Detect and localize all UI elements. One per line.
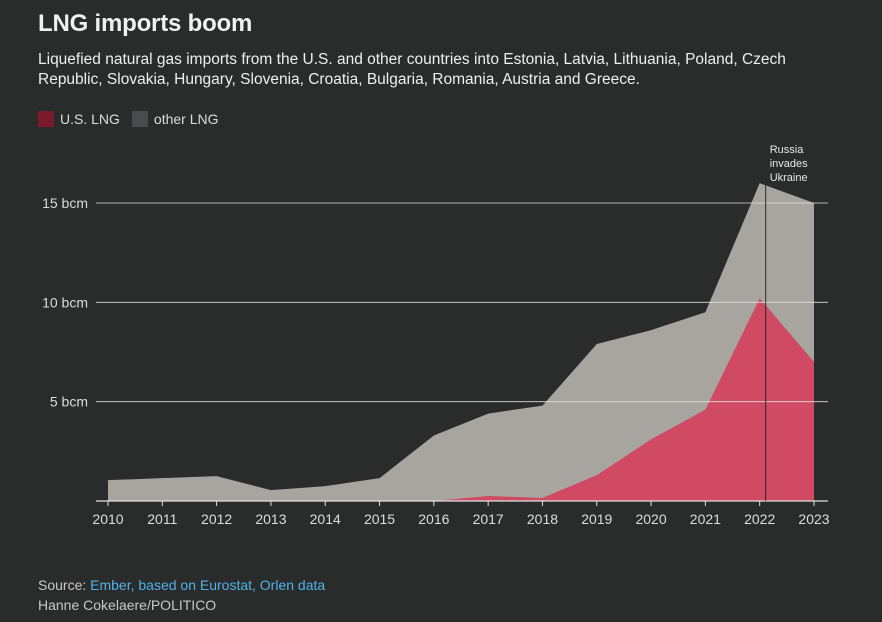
x-tick-label: 2013	[255, 511, 286, 527]
area-us-lng	[108, 298, 814, 501]
y-tick-label: 5 bcm	[50, 394, 88, 410]
legend-item-us-lng: U.S. LNG	[38, 111, 120, 127]
x-tick-label: 2012	[201, 511, 232, 527]
x-tick-label: 2016	[418, 511, 449, 527]
x-tick-label: 2020	[635, 511, 666, 527]
chart-subtitle: Liquefied natural gas imports from the U…	[38, 51, 786, 88]
x-tick-label: 2014	[310, 511, 341, 527]
x-tick-label: 2010	[92, 511, 123, 527]
x-tick-label: 2023	[798, 511, 829, 527]
area-other-lng	[108, 183, 814, 501]
legend-item-other-lng: other LNG	[131, 111, 219, 127]
x-tick-label: 2018	[527, 511, 558, 527]
x-tick-label: 2015	[364, 511, 395, 527]
credit-line: Hanne Cokelaere/POLITICO	[38, 597, 217, 613]
annotation-text: Ukraine	[770, 172, 808, 184]
legend: U.S. LNG other LNG	[38, 111, 231, 127]
footer: Source: Ember, based on Eurostat, Orlen …	[38, 575, 325, 615]
legend-swatch-other-lng	[131, 111, 148, 127]
legend-swatch-us-lng	[38, 111, 54, 127]
x-tick-label: 2019	[581, 511, 612, 527]
annotation-text: Russia	[770, 144, 805, 156]
chart-title: LNG imports boom	[38, 10, 253, 37]
legend-label-other-lng: other LNG	[153, 111, 219, 127]
x-tick-label: 2022	[744, 511, 775, 527]
y-tick-label: 10 bcm	[42, 294, 88, 310]
annotation-text: invades	[770, 158, 808, 170]
source-prefix: Source:	[38, 577, 91, 593]
x-tick-label: 2021	[690, 511, 721, 527]
x-tick-label: 2017	[473, 511, 504, 527]
source-link[interactable]: Ember, based on Eurostat, Orlen data	[90, 577, 326, 593]
x-tick-label: 2011	[147, 511, 177, 527]
source-line: Source: Ember, based on Eurostat, Orlen …	[38, 575, 325, 595]
legend-label-us-lng: U.S. LNG	[60, 111, 120, 127]
y-tick-label: 15 bcm	[42, 195, 88, 211]
